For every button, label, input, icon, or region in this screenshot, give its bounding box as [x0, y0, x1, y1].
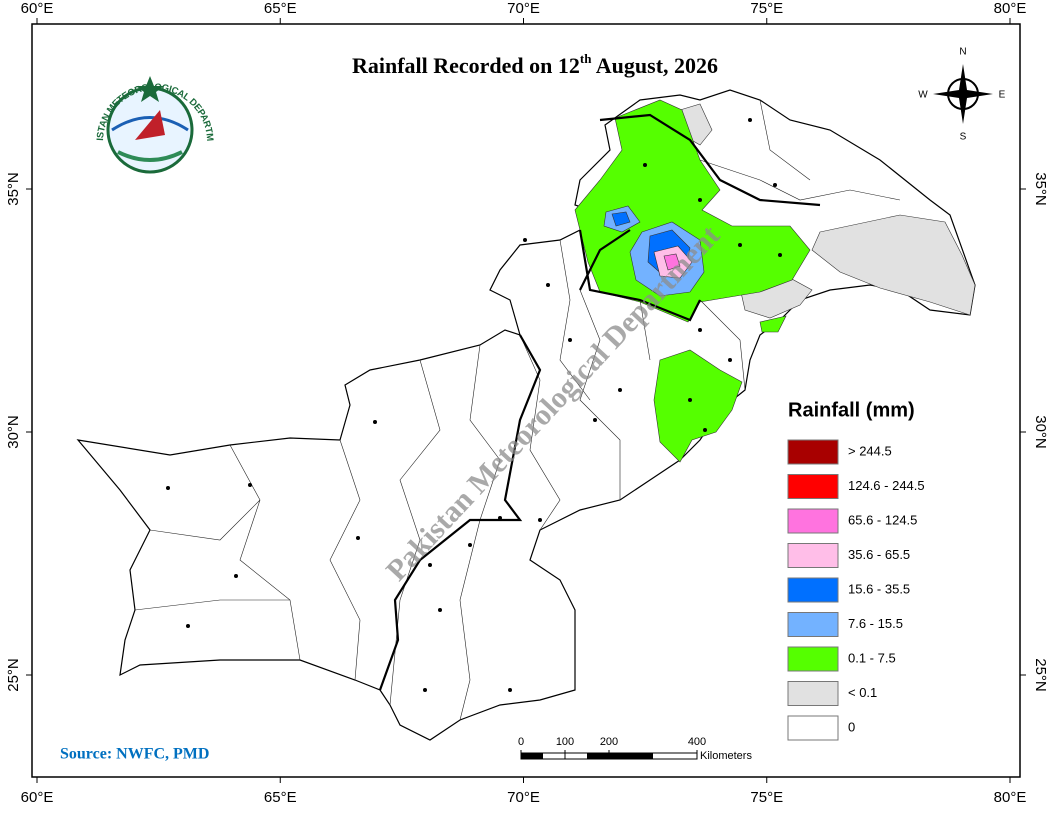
- compass-w: W: [918, 90, 928, 101]
- legend-swatch: [787, 543, 839, 568]
- lon-label: 75°E: [750, 0, 783, 17]
- source: Source: NWFC, PMD: [60, 746, 209, 763]
- legend-swatch: [787, 577, 839, 603]
- title-sup: th: [580, 51, 592, 66]
- legend-label: 15.6 - 35.5: [848, 581, 910, 596]
- lon-label: 80°E: [994, 789, 1027, 806]
- legend-swatch: [787, 508, 839, 534]
- legend-swatch: [787, 646, 839, 672]
- legend-label: > 244.5: [848, 443, 892, 458]
- scale-segment-fill: [609, 753, 653, 759]
- province-boundary: [378, 113, 821, 691]
- lon-label: 60°E: [21, 0, 54, 17]
- lon-label: 65°E: [264, 789, 297, 806]
- lon-label: 80°E: [994, 0, 1027, 17]
- legend-label: 65.6 - 124.5: [848, 512, 917, 527]
- rain-area: [811, 214, 976, 316]
- rain-area: [653, 349, 743, 463]
- compass: N E S W: [918, 47, 1005, 143]
- district-boundaries: [134, 99, 901, 721]
- compass-s: S: [960, 132, 967, 143]
- lat-label: 25°N: [5, 658, 22, 692]
- title-main: Rainfall Recorded on 12: [352, 53, 580, 78]
- scale-segment-fill: [587, 753, 609, 759]
- lon-label: 70°E: [507, 0, 540, 17]
- scale-segment-fill: [521, 753, 543, 759]
- legend-swatch: [787, 474, 839, 499]
- legend-swatch: [787, 715, 839, 741]
- scale-label: 200: [600, 736, 618, 748]
- scale-label: 0: [518, 736, 524, 748]
- lat-label: 30°N: [5, 415, 22, 449]
- station-markers: [166, 118, 782, 692]
- lon-label: 70°E: [507, 789, 540, 806]
- lat-label: 35°N: [5, 172, 22, 206]
- scale-unit: Kilometers: [700, 750, 752, 762]
- legend-swatch: [787, 681, 839, 706]
- legend-label: 0: [848, 719, 855, 734]
- legend-swatch: [787, 439, 839, 465]
- compass-n: N: [959, 47, 966, 58]
- legend-label: 0.1 - 7.5: [848, 650, 896, 665]
- scale-label: 400: [688, 736, 706, 748]
- rain-area: [663, 253, 681, 271]
- lat-label: 30°N: [1032, 415, 1049, 449]
- legend-label: 35.6 - 65.5: [848, 547, 910, 562]
- map-title: Rainfall Recorded on 12th August, 2026: [352, 51, 718, 78]
- title-rest: August, 2026: [591, 53, 718, 78]
- rain-area: [759, 315, 787, 333]
- legend-label: < 0.1: [848, 685, 877, 700]
- scale-label: 100: [556, 736, 574, 748]
- rain-area: [611, 211, 631, 227]
- legend-label: 124.6 - 244.5: [848, 478, 925, 493]
- compass-e: E: [999, 90, 1006, 101]
- lat-label: 25°N: [1032, 658, 1049, 692]
- lon-label: 60°E: [21, 789, 54, 806]
- legend-label: 7.6 - 15.5: [848, 616, 903, 631]
- lon-label: 75°E: [750, 789, 783, 806]
- legend-title: Rainfall (mm): [788, 399, 915, 421]
- lon-label: 65°E: [264, 0, 297, 17]
- legend-swatch: [787, 612, 839, 637]
- lat-label: 35°N: [1032, 172, 1049, 206]
